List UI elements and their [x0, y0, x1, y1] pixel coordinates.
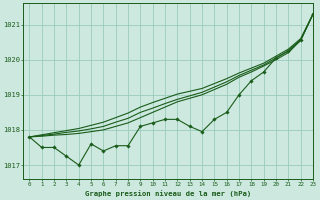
X-axis label: Graphe pression niveau de la mer (hPa): Graphe pression niveau de la mer (hPa) — [85, 190, 251, 197]
